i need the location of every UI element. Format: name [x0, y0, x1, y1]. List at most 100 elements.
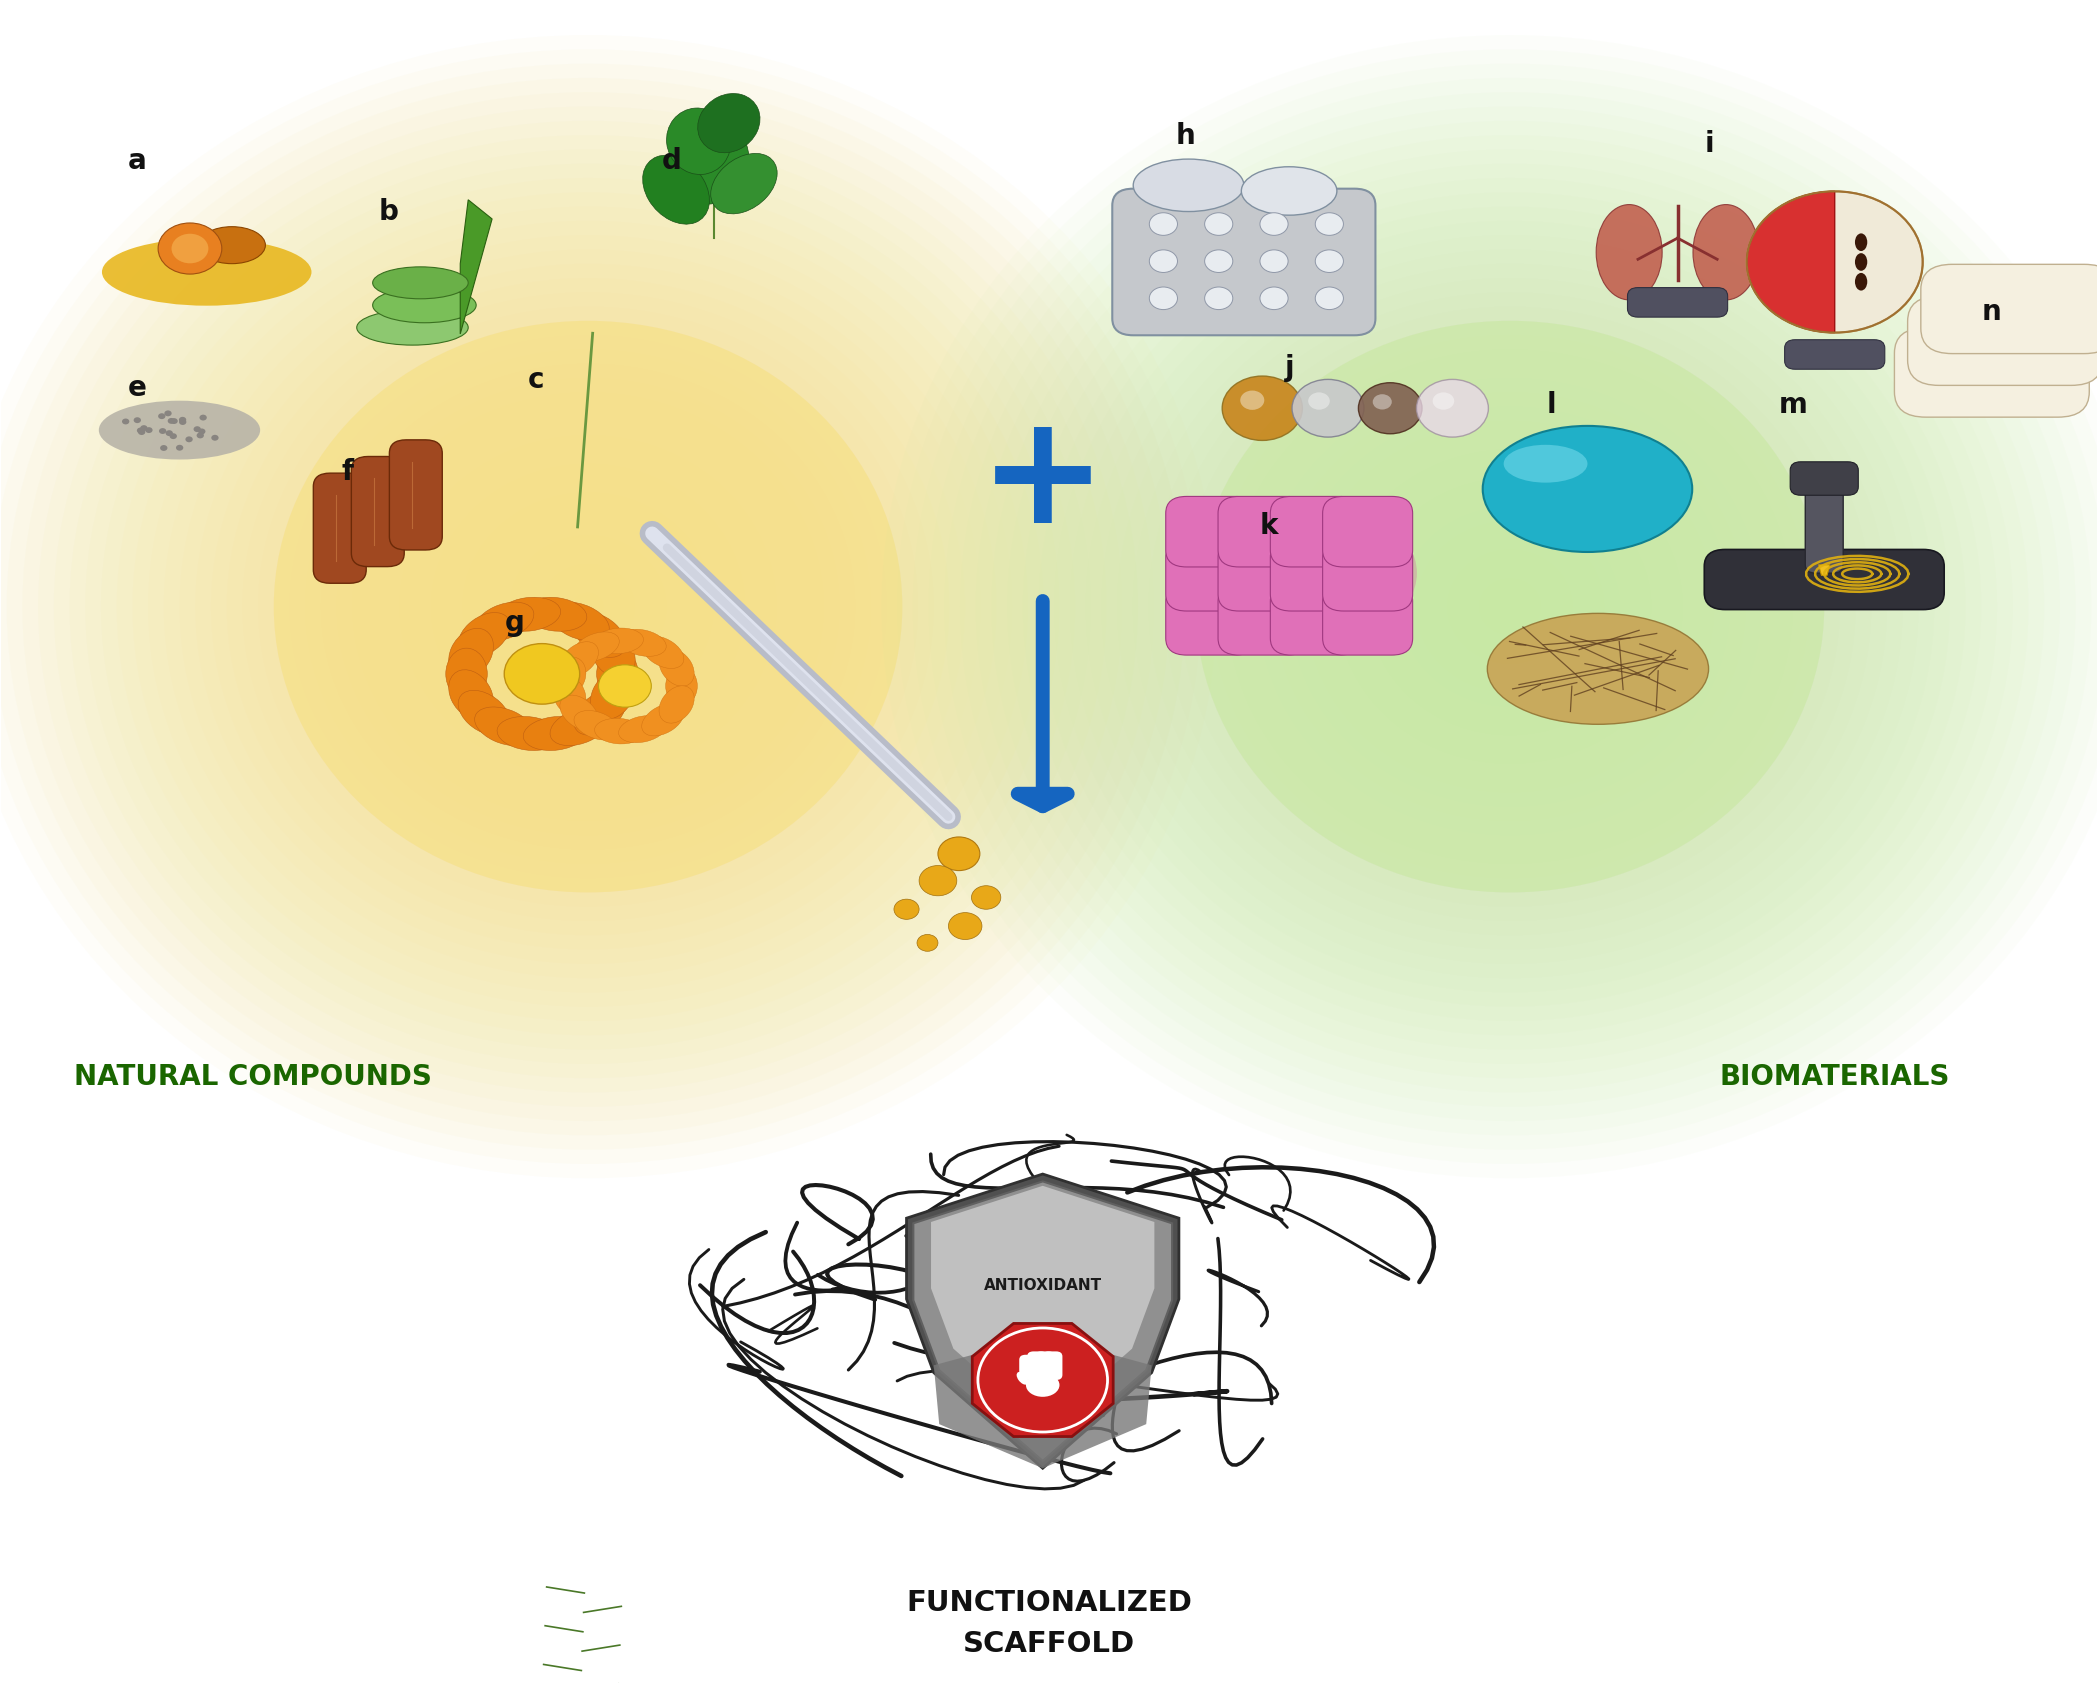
Ellipse shape [575, 632, 619, 662]
Text: +: + [980, 406, 1106, 556]
Circle shape [199, 414, 208, 421]
Circle shape [166, 429, 172, 436]
Ellipse shape [590, 628, 636, 679]
FancyBboxPatch shape [1804, 470, 1844, 573]
Ellipse shape [449, 670, 493, 719]
Circle shape [1261, 212, 1288, 236]
FancyBboxPatch shape [1269, 584, 1360, 655]
Ellipse shape [699, 94, 759, 153]
Ellipse shape [1855, 234, 1867, 251]
Ellipse shape [554, 675, 585, 714]
Text: ANTIOXIDANT: ANTIOXIDANT [984, 1278, 1101, 1293]
Ellipse shape [1693, 204, 1758, 300]
FancyBboxPatch shape [1020, 1354, 1039, 1379]
Ellipse shape [590, 670, 636, 719]
Circle shape [504, 643, 579, 704]
Polygon shape [934, 1335, 1152, 1468]
Polygon shape [459, 200, 493, 333]
Circle shape [157, 222, 222, 274]
Circle shape [1150, 249, 1177, 273]
Circle shape [1433, 392, 1454, 409]
Text: c: c [527, 365, 543, 394]
Circle shape [178, 419, 187, 424]
Ellipse shape [273, 322, 902, 893]
Ellipse shape [665, 667, 697, 706]
Text: f: f [342, 458, 352, 487]
Polygon shape [906, 1174, 1179, 1468]
Polygon shape [932, 1186, 1154, 1426]
Ellipse shape [642, 704, 684, 736]
FancyBboxPatch shape [1219, 497, 1307, 568]
Polygon shape [913, 1182, 1173, 1462]
Text: m: m [1779, 391, 1806, 419]
Circle shape [134, 418, 141, 423]
Ellipse shape [1487, 613, 1708, 724]
Ellipse shape [373, 266, 468, 298]
FancyBboxPatch shape [1322, 541, 1412, 611]
Circle shape [948, 913, 982, 940]
FancyBboxPatch shape [1907, 296, 2098, 386]
Circle shape [1309, 392, 1330, 409]
Circle shape [919, 866, 957, 896]
Circle shape [1315, 286, 1343, 310]
Wedge shape [1748, 192, 1836, 332]
FancyBboxPatch shape [1112, 189, 1376, 335]
FancyBboxPatch shape [1785, 340, 1884, 369]
Circle shape [1150, 286, 1177, 310]
Circle shape [1150, 212, 1177, 236]
Ellipse shape [1242, 167, 1336, 216]
Circle shape [1372, 394, 1391, 409]
Ellipse shape [575, 711, 619, 739]
Ellipse shape [373, 288, 476, 323]
Circle shape [938, 837, 980, 871]
Text: FUNCTIONALIZED
SCAFFOLD: FUNCTIONALIZED SCAFFOLD [906, 1590, 1192, 1659]
Circle shape [170, 418, 178, 424]
Text: i: i [1704, 130, 1714, 158]
Ellipse shape [103, 239, 311, 306]
Ellipse shape [550, 707, 608, 746]
Circle shape [1315, 212, 1343, 236]
Circle shape [1292, 379, 1364, 438]
Ellipse shape [596, 648, 638, 699]
Circle shape [1416, 379, 1487, 438]
Ellipse shape [678, 126, 749, 204]
Circle shape [172, 234, 208, 263]
Ellipse shape [642, 155, 709, 224]
Ellipse shape [1133, 158, 1244, 212]
Ellipse shape [667, 108, 730, 175]
Ellipse shape [497, 598, 560, 632]
Circle shape [145, 428, 153, 433]
Ellipse shape [560, 695, 598, 731]
FancyBboxPatch shape [1166, 541, 1257, 611]
FancyBboxPatch shape [1034, 1351, 1055, 1379]
FancyBboxPatch shape [1894, 328, 2090, 418]
Ellipse shape [711, 153, 776, 214]
Ellipse shape [659, 685, 694, 722]
FancyBboxPatch shape [1219, 584, 1307, 655]
Text: d: d [663, 147, 682, 175]
Circle shape [141, 424, 147, 431]
Circle shape [170, 433, 176, 440]
Ellipse shape [1483, 426, 1693, 552]
Circle shape [894, 899, 919, 919]
Ellipse shape [1855, 273, 1867, 291]
Ellipse shape [1597, 204, 1662, 300]
Circle shape [159, 428, 166, 434]
Circle shape [122, 419, 130, 424]
Circle shape [197, 428, 206, 434]
Circle shape [1204, 286, 1234, 310]
Text: n: n [1983, 298, 2001, 327]
Circle shape [917, 935, 938, 951]
FancyBboxPatch shape [1628, 288, 1727, 317]
Circle shape [1261, 249, 1288, 273]
Ellipse shape [642, 637, 684, 669]
FancyBboxPatch shape [1269, 497, 1360, 568]
FancyBboxPatch shape [1922, 264, 2098, 354]
Ellipse shape [497, 716, 560, 751]
Text: b: b [380, 197, 399, 226]
Ellipse shape [522, 598, 587, 632]
Polygon shape [971, 1324, 1114, 1436]
FancyBboxPatch shape [313, 473, 367, 583]
Ellipse shape [573, 613, 625, 657]
Circle shape [1315, 249, 1343, 273]
